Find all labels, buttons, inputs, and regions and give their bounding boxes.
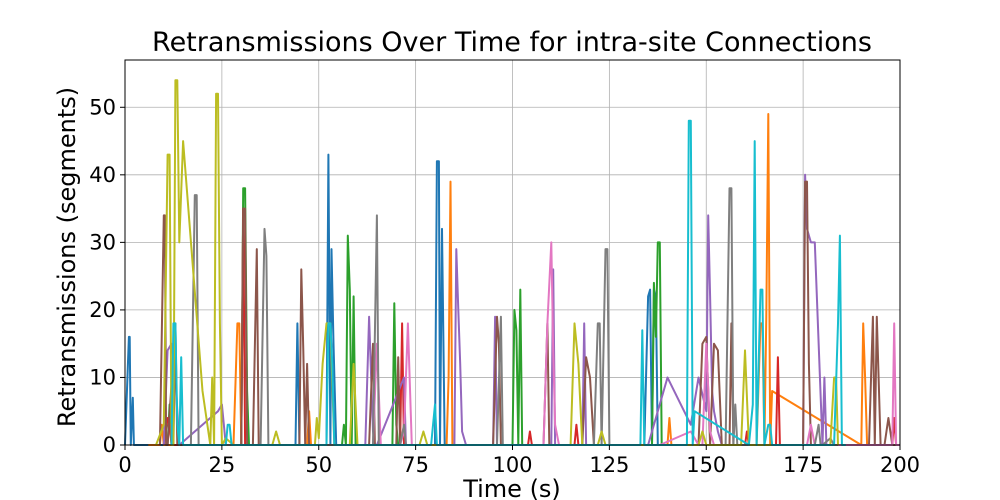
y-tick-label: 10 — [89, 365, 116, 389]
series-line-10 — [170, 119, 846, 446]
y-tick-label: 30 — [89, 230, 116, 254]
y-tick-label: 20 — [89, 298, 116, 322]
x-axis-label: Time (s) — [462, 475, 561, 500]
x-tick-label: 200 — [880, 453, 920, 477]
x-tick-label: 150 — [686, 453, 726, 477]
y-axis-ticks: 0 10 20 30 40 50 — [89, 95, 125, 457]
y-axis-label: Retransmissions (segments) — [53, 87, 81, 427]
x-tick-label: 50 — [305, 453, 332, 477]
series-line-4 — [162, 207, 898, 446]
y-tick-label: 40 — [89, 163, 116, 187]
y-tick-label: 50 — [89, 95, 116, 119]
series-line-1 — [124, 153, 660, 446]
x-tick-label: 75 — [402, 453, 429, 477]
x-tick-label: 0 — [118, 453, 131, 477]
x-axis-ticks: 0 25 50 75 100 125 150 175 200 — [118, 445, 920, 477]
series-line-6 — [158, 180, 897, 446]
chart-title: Retransmissions Over Time for intra-site… — [152, 27, 872, 58]
x-tick-label: 100 — [492, 453, 532, 477]
y-tick-label: 0 — [103, 433, 116, 457]
x-tick-label: 175 — [783, 453, 823, 477]
x-tick-label: 125 — [589, 453, 629, 477]
x-tick-label: 25 — [209, 453, 236, 477]
